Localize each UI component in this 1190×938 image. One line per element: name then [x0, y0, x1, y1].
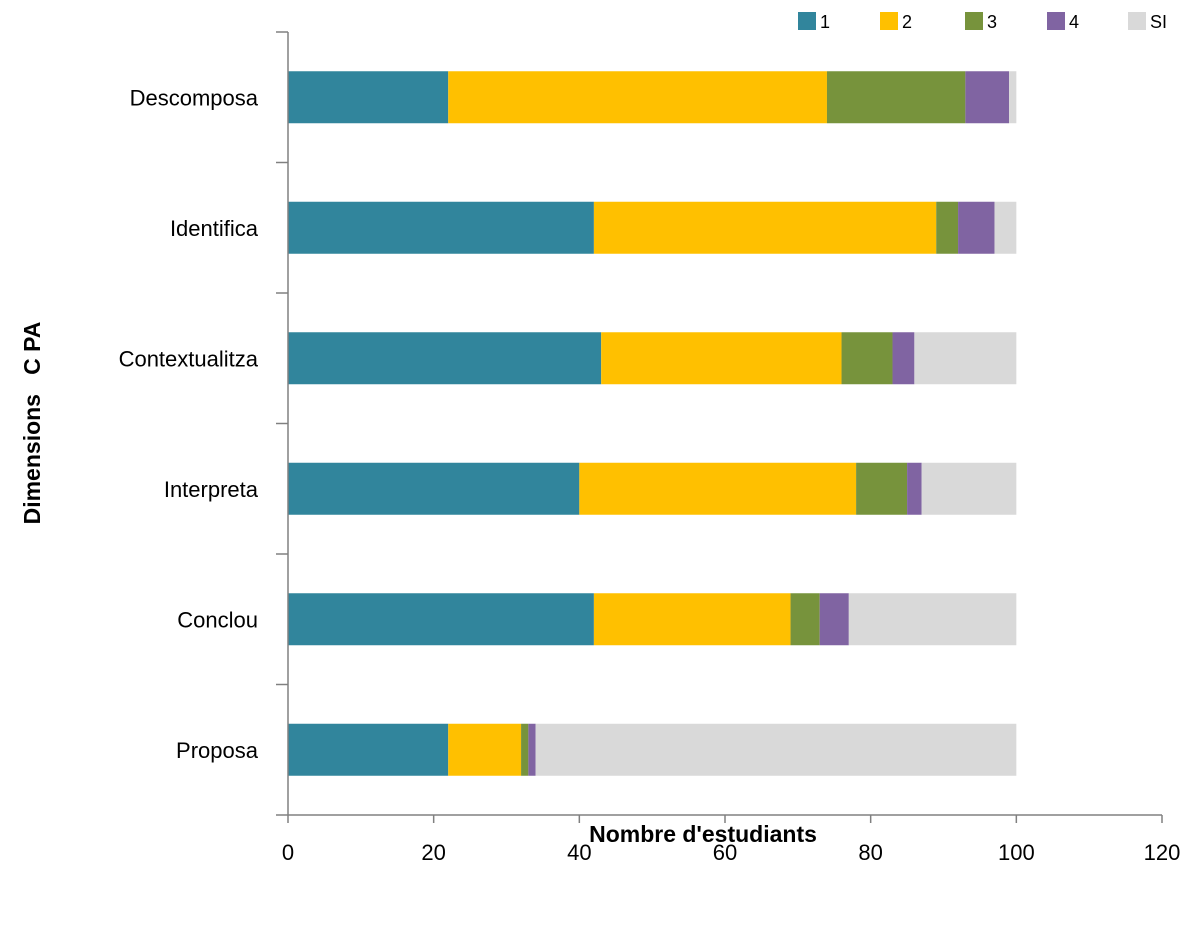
legend-item-3: 3 [965, 12, 997, 32]
x-tick-label-20: 20 [421, 840, 445, 865]
bar-segment-proposa-series-2 [448, 723, 522, 776]
x-tick-label-40: 40 [567, 840, 591, 865]
bar-segment-identifica-series-2 [593, 201, 937, 254]
bar-segment-descomposa-series-2 [448, 71, 827, 124]
bar-segment-contextualitza-series-2 [601, 332, 842, 385]
bar-segment-descomposa-series-4 [965, 71, 1010, 124]
legend-label-1: 1 [820, 12, 830, 32]
bar-segment-interpreta-series-4 [907, 462, 922, 515]
bar-segment-conclou-series-3 [790, 593, 820, 646]
legend-swatch-si [1128, 12, 1146, 30]
legend-swatch-3 [965, 12, 983, 30]
x-axis-title: Nombre d'estudiants [589, 821, 817, 847]
bar-segment-interpreta-series-1 [288, 462, 580, 515]
legend-label-4: 4 [1069, 12, 1079, 32]
legend-item-si: SI [1128, 12, 1167, 32]
labels-layer: 0 20 40 60 80 100 120 Descomposa Identifica Conte… [119, 85, 1181, 865]
legend-item-4: 4 [1047, 12, 1079, 32]
bar-segment-interpreta-series-si [921, 462, 1017, 515]
bar-segment-identifica-series-si [994, 201, 1017, 254]
bar-segment-proposa-series-4 [528, 723, 536, 776]
bar-segment-contextualitza-series-4 [892, 332, 915, 385]
category-label-descomposa: Descomposa [130, 85, 259, 110]
bar-segment-conclou-series-si [848, 593, 1017, 646]
axes-layer [276, 31, 1163, 823]
bar-segment-contextualitza-series-1 [288, 332, 602, 385]
x-tick-label-0: 0 [282, 840, 294, 865]
bar-segment-identifica-series-4 [958, 201, 995, 254]
x-tick-label-60: 60 [713, 840, 737, 865]
legend-swatch-4 [1047, 12, 1065, 30]
bar-segment-descomposa-series-3 [826, 71, 966, 124]
legend: 1 2 3 4 SI [798, 12, 1167, 32]
x-tick-label-100: 100 [998, 840, 1035, 865]
category-label-proposa: Proposa [176, 738, 259, 763]
bar-segment-contextualitza-series-3 [841, 332, 893, 385]
bar-segment-descomposa-series-1 [288, 71, 449, 124]
x-tick-label-80: 80 [858, 840, 882, 865]
bar-segment-identifica-series-3 [936, 201, 959, 254]
bar-segment-contextualitza-series-si [914, 332, 1017, 385]
bar-segment-interpreta-series-3 [856, 462, 908, 515]
legend-label-3: 3 [987, 12, 997, 32]
bar-segment-proposa-series-1 [288, 723, 449, 776]
bar-segment-proposa-series-3 [521, 723, 529, 776]
legend-item-2: 2 [880, 12, 912, 32]
bar-segment-identifica-series-1 [288, 201, 594, 254]
x-tick-label-120: 120 [1144, 840, 1181, 865]
bar-segment-conclou-series-2 [593, 593, 791, 646]
legend-label-2: 2 [902, 12, 912, 32]
bars-layer [288, 71, 1017, 776]
y-axis-title: Dimensions C PA [19, 322, 45, 525]
bar-segment-descomposa-series-si [1009, 71, 1017, 124]
bar-segment-conclou-series-1 [288, 593, 594, 646]
legend-item-1: 1 [798, 12, 830, 32]
bar-segment-interpreta-series-2 [579, 462, 857, 515]
bar-segment-proposa-series-si [535, 723, 1017, 776]
legend-label-si: SI [1150, 12, 1167, 32]
category-label-identifica: Identifica [170, 216, 259, 241]
category-label-interpreta: Interpreta [164, 477, 259, 502]
category-label-conclou: Conclou [177, 607, 258, 632]
bar-segment-conclou-series-4 [819, 593, 849, 646]
category-label-contextualitza: Contextualitza [119, 346, 259, 371]
legend-swatch-1 [798, 12, 816, 30]
legend-swatch-2 [880, 12, 898, 30]
